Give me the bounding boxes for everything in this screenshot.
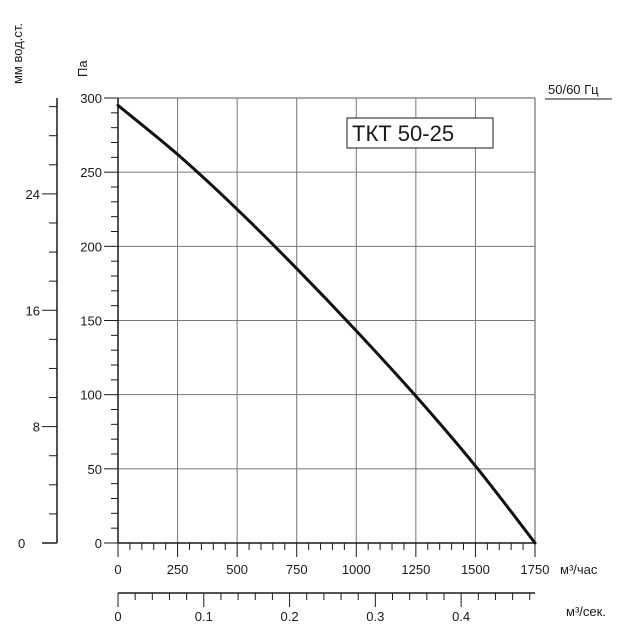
y-secondary-tick-label: 16	[26, 303, 40, 318]
tick-marks	[42, 97, 536, 607]
grid-lines	[118, 97, 536, 543]
x-primary-tick-label: 250	[167, 562, 189, 577]
curve-point	[117, 104, 119, 107]
curve-point	[176, 153, 179, 156]
curve-point	[474, 465, 477, 467]
x-secondary-tick-label: 0.4	[452, 609, 470, 624]
x-primary-tick-label: 1750	[521, 562, 550, 577]
x-primary-unit-label: м³/час	[560, 562, 598, 577]
frequency-label: 50/60 Гц	[548, 82, 599, 97]
curve-point	[236, 208, 238, 211]
title-frame	[346, 117, 494, 149]
frequency-label-group: 50/60 Гц	[545, 82, 612, 100]
y-primary-tick-label: 200	[80, 239, 102, 254]
y-secondary-tick-label: 24	[26, 187, 40, 202]
x-primary-tick-label: 500	[226, 562, 248, 577]
x-primary-tick-label: 1500	[461, 562, 490, 577]
x-primary-tick-label: 1000	[342, 562, 371, 577]
x-secondary-tick-label: 0.3	[366, 609, 384, 624]
y-primary-tick-label: 150	[80, 314, 102, 329]
y-secondary-tick-label: 8	[33, 420, 40, 435]
y-primary-tick-label: 100	[80, 388, 102, 403]
curve-point	[415, 395, 417, 397]
y-primary-tick-label: 300	[80, 91, 102, 106]
x-primary-tick-label: 750	[286, 562, 308, 577]
y-secondary-tick-label: 0	[18, 536, 25, 551]
x-secondary-unit-label: м³/сек.	[566, 604, 606, 619]
tick-labels: 0 50 100 150 200 250 300 0 8 16 24 0 250 500 750 1000 12…	[18, 91, 549, 624]
curve-point	[534, 542, 536, 544]
y-primary-tick-label: 250	[80, 165, 102, 180]
x-primary-tick-label: 0	[114, 562, 121, 577]
x-primary-tick-label: 1250	[401, 562, 430, 577]
y-primary-tick-label: 50	[88, 462, 102, 477]
chart-title: ТКТ 50-25	[352, 121, 454, 146]
title-box: ТКТ 50-25	[346, 117, 494, 149]
y-primary-tick-label: 0	[95, 536, 102, 551]
curve-point	[295, 267, 298, 270]
curve-line	[116, 103, 537, 545]
y-secondary-unit-label: мм вод.ст.	[10, 23, 25, 84]
x-secondary-tick-label: 0.2	[281, 609, 299, 624]
curve-point	[355, 330, 358, 332]
y-primary-unit-label: Па	[75, 60, 90, 77]
x-secondary-tick-label: 0.1	[195, 609, 213, 624]
x-secondary-tick-label: 0	[114, 609, 121, 624]
performance-curve	[116, 103, 537, 545]
